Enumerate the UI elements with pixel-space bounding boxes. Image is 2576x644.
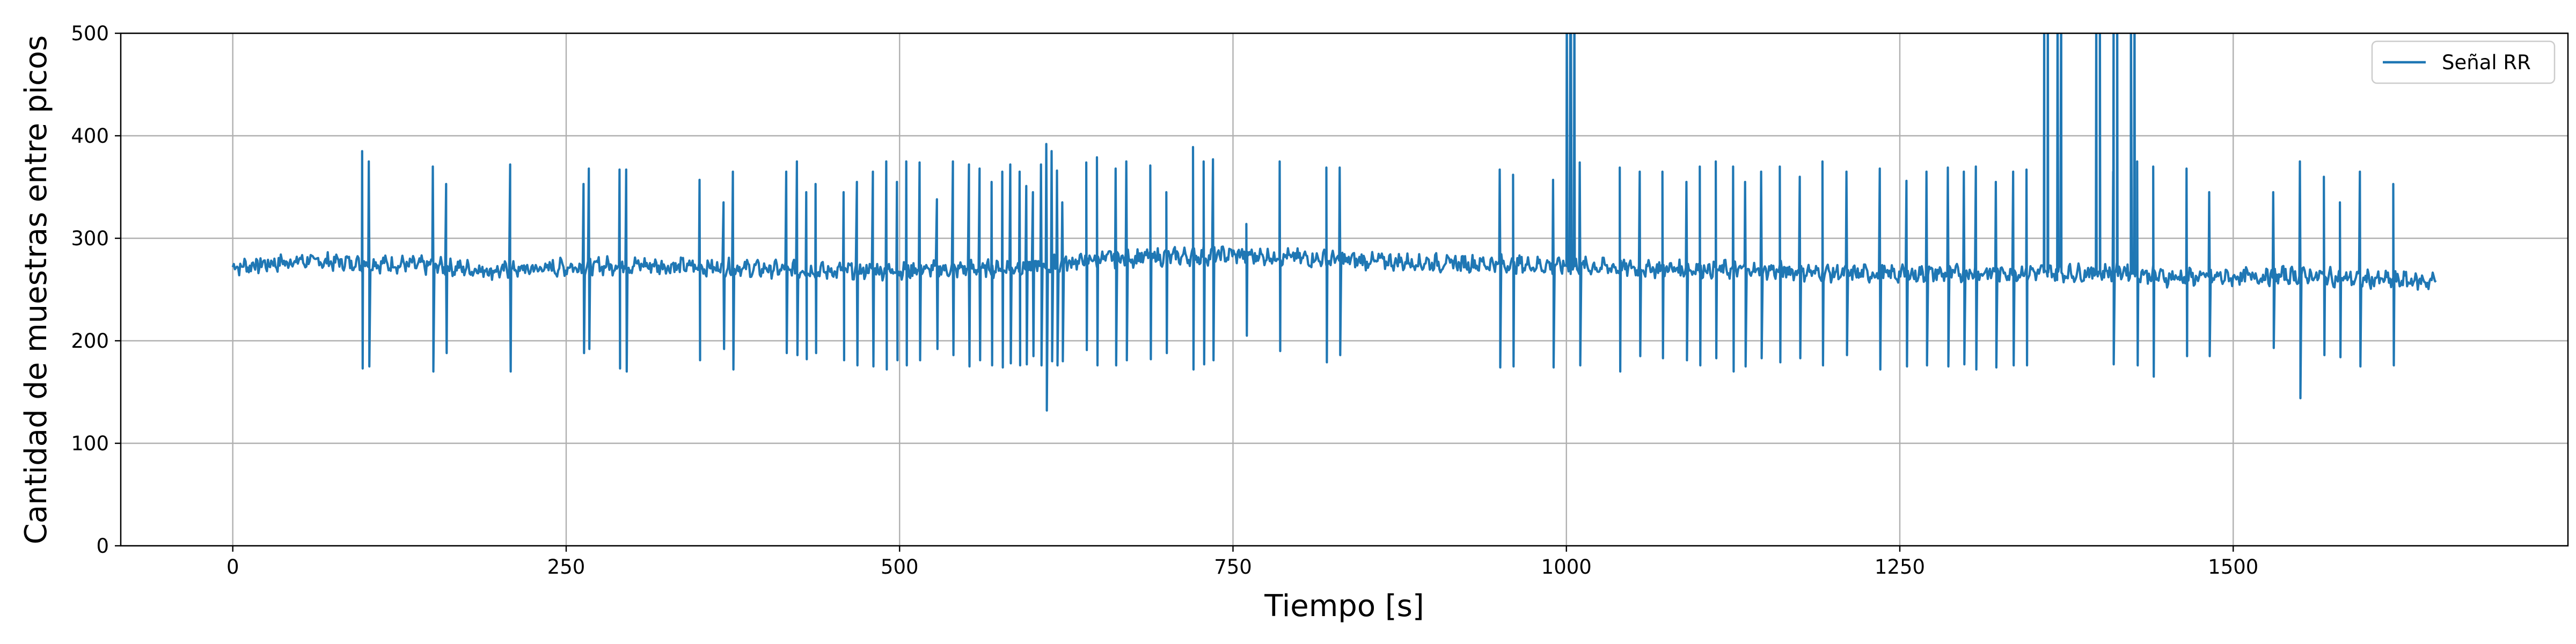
x-tick-label: 500 [881,555,919,579]
x-tick-label: 0 [226,555,239,579]
y-tick-label: 300 [71,227,109,250]
x-tick-label: 1500 [2208,555,2258,579]
x-tick-label: 1250 [1875,555,1925,579]
y-tick-label: 100 [71,432,109,455]
ticks: 0 250 500 750 1000 1250 1500 0 100 200 300 400 500 [71,22,2258,579]
y-tick-label: 0 [96,535,109,558]
y-axis-label: Cantidad de muestras entre picos [19,35,54,545]
x-tick-label: 750 [1214,555,1252,579]
y-tick-label: 500 [71,22,109,45]
x-tick-label: 1000 [1541,555,1592,579]
legend-series-label: Señal RR [2442,51,2531,74]
legend: Señal RR [2371,40,2556,84]
axes-background [121,33,2568,546]
x-axis-label: Tiempo [s] [1264,589,1424,624]
x-tick-label: 250 [547,555,586,579]
series-layer [231,33,2437,412]
plot-area: 0 250 500 750 1000 1250 1500 0 100 200 300 400 500 [71,22,2569,579]
legend-box [2371,40,2556,84]
y-tick-label: 200 [71,330,109,353]
axes-frame [120,32,2569,547]
y-tick-label: 400 [71,125,109,148]
series-line-senal-rr [231,33,2437,412]
